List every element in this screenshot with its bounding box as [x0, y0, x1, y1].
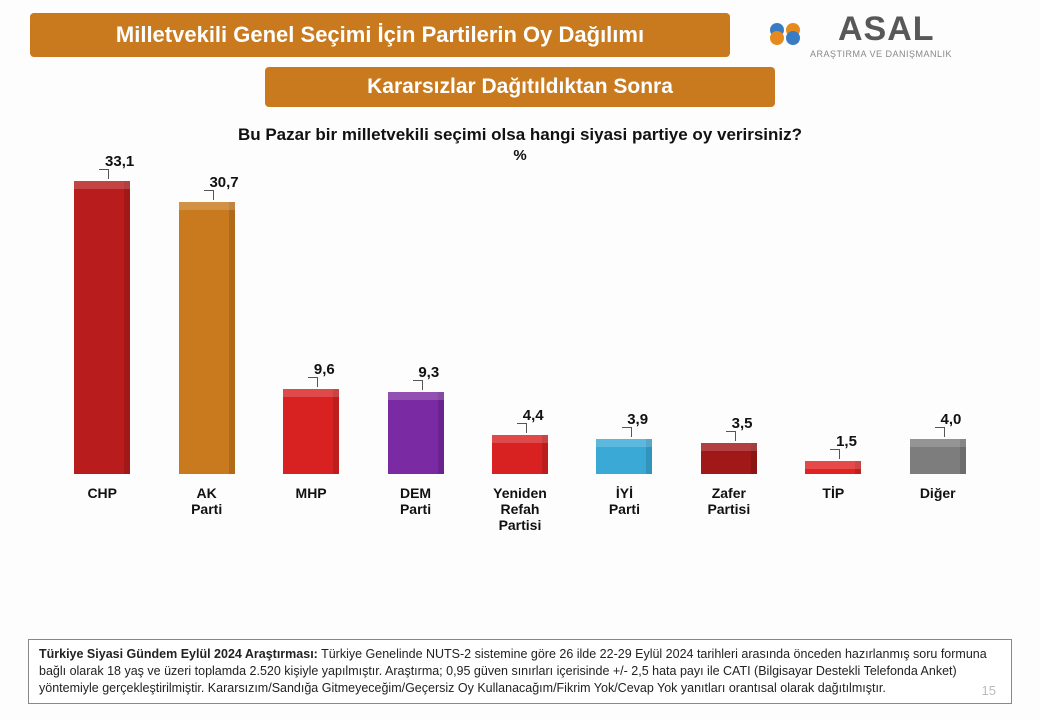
bar-value-label: 3,5 — [732, 415, 753, 432]
bar-0: 33,1 — [50, 181, 154, 474]
chart-question: Bu Pazar bir milletvekili seçimi olsa ha… — [0, 125, 1040, 145]
bar-value-label: 30,7 — [209, 174, 238, 191]
category-label: İYİParti — [572, 479, 676, 534]
bar-1: 30,7 — [154, 202, 258, 474]
bar-value-label: 9,6 — [314, 361, 335, 378]
logo-icon — [770, 23, 832, 37]
bar-value-label: 4,4 — [523, 407, 544, 424]
bar-2: 9,6 — [259, 389, 363, 474]
logo-subtext: ARAŞTIRMA VE DANIŞMANLIK — [810, 49, 1010, 59]
title-banner: Milletvekili Genel Seçimi İçin Partileri… — [30, 13, 730, 57]
category-label: Diğer — [886, 479, 990, 534]
bar-value-label: 9,3 — [418, 364, 439, 381]
bar-value-label: 4,0 — [941, 411, 962, 428]
bar-value-label: 3,9 — [627, 411, 648, 428]
category-label: ZaferPartisi — [677, 479, 781, 534]
bar-value-label: 33,1 — [105, 153, 134, 170]
category-label: MHP — [259, 479, 363, 534]
category-label: CHP — [50, 479, 154, 534]
logo: ASAL ARAŞTIRMA VE DANIŞMANLIK — [770, 10, 1010, 59]
subtitle-banner: Kararsızlar Dağıtıldıktan Sonra — [265, 67, 775, 107]
logo-text: ASAL — [838, 10, 935, 49]
bar-8: 4,0 — [886, 439, 990, 474]
category-label: AKParti — [154, 479, 258, 534]
category-label: TİP — [781, 479, 885, 534]
bar-6: 3,5 — [677, 443, 781, 474]
footnote: Türkiye Siyasi Gündem Eylül 2024 Araştır… — [28, 639, 1012, 704]
category-label: DEMParti — [363, 479, 467, 534]
page-number: 15 — [982, 683, 996, 698]
bar-4: 4,4 — [468, 435, 572, 474]
bar-3: 9,3 — [363, 392, 467, 474]
bar-chart: 33,130,79,69,34,43,93,51,54,0 CHPAKParti… — [40, 154, 1000, 534]
bar-5: 3,9 — [572, 439, 676, 474]
bar-value-label: 1,5 — [836, 433, 857, 450]
category-label: YenidenRefahPartisi — [468, 479, 572, 534]
bar-7: 1,5 — [781, 461, 885, 474]
